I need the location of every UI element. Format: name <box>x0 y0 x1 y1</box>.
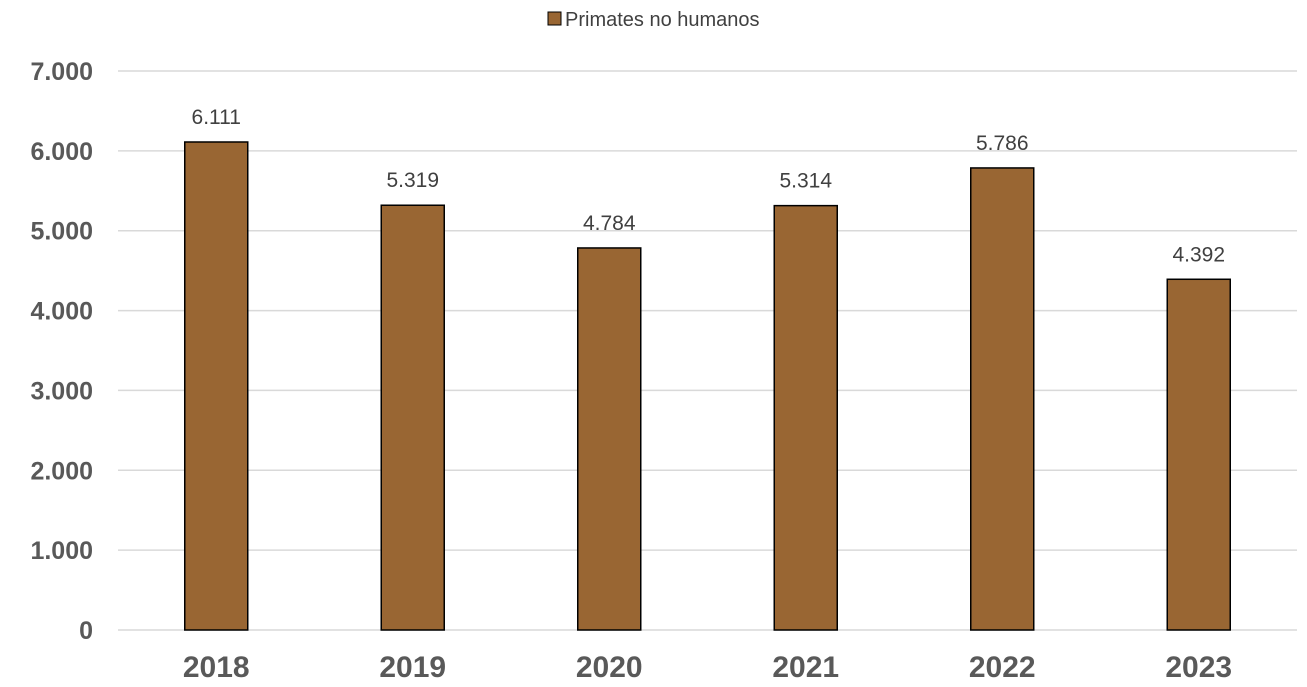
y-tick-label: 1.000 <box>30 537 93 565</box>
y-tick-label: 7.000 <box>30 58 93 86</box>
bar-2021 <box>773 204 838 631</box>
x-axis: 2018 2019 2020 2021 2022 2023 <box>183 651 1232 684</box>
x-tick-label-2021: 2021 <box>772 651 839 684</box>
legend-swatch <box>547 11 562 26</box>
data-label-2022: 5.786 <box>976 132 1029 155</box>
data-label-2020: 4.784 <box>583 212 636 235</box>
x-tick-label-2022: 2022 <box>969 651 1036 684</box>
bar-2020 <box>577 247 642 631</box>
data-label-2021: 5.314 <box>779 170 832 193</box>
bar-2018 <box>184 141 249 631</box>
y-tick-label: 5.000 <box>30 218 93 246</box>
data-label-2023: 4.392 <box>1172 243 1225 266</box>
data-label-2018: 6.111 <box>192 106 241 129</box>
y-axis: 0 1.000 2.000 3.000 4.000 5.000 6.000 7.000 <box>30 58 93 645</box>
bars <box>184 141 1231 631</box>
y-tick-label: 0 <box>79 617 93 645</box>
x-tick-label-2023: 2023 <box>1165 651 1232 684</box>
gridlines <box>118 70 1297 631</box>
x-tick-label-2020: 2020 <box>576 651 643 684</box>
x-tick-label-2018: 2018 <box>183 651 250 684</box>
bar-2019 <box>380 204 445 631</box>
y-tick-label: 6.000 <box>30 138 93 166</box>
y-tick-label: 2.000 <box>30 457 93 485</box>
bar-2022 <box>970 167 1035 631</box>
legend: Primates no humanos <box>547 9 760 31</box>
data-label-2019: 5.319 <box>386 169 439 192</box>
data-labels: 6.111 5.319 4.784 5.314 5.786 4.392 <box>192 106 1226 266</box>
bar-2023 <box>1166 278 1231 631</box>
y-tick-label: 3.000 <box>30 377 93 405</box>
x-tick-label-2019: 2019 <box>379 651 446 684</box>
y-tick-label: 4.000 <box>30 298 93 326</box>
legend-label: Primates no humanos <box>565 9 760 31</box>
